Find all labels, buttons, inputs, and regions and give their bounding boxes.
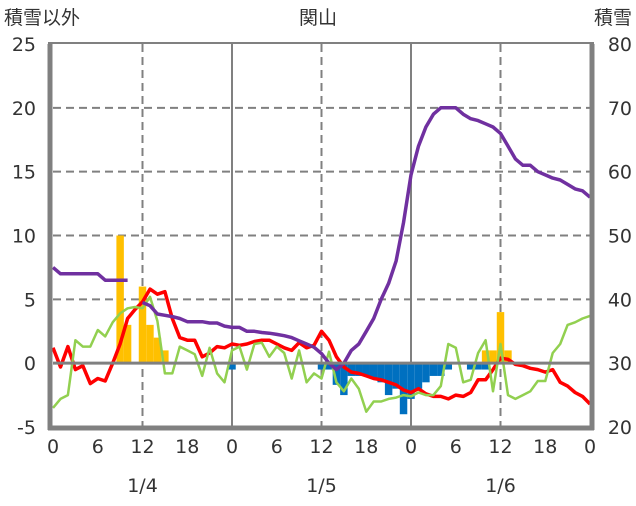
y-right-tick-label: 80: [608, 34, 632, 56]
other-line: [52, 295, 591, 413]
y-right-tick-label: 40: [608, 289, 632, 311]
y-left-tick-label: 10: [12, 226, 36, 248]
snow_decrease-bar: [347, 363, 356, 376]
left-axis-label: 積雪以外: [4, 7, 80, 29]
snowfall-bar: [123, 324, 132, 364]
y-right-tick-label: 50: [608, 226, 632, 248]
x-date-label: 1/6: [485, 475, 516, 497]
y-right-tick-label: 70: [608, 98, 632, 120]
x-tick-label: 6: [450, 436, 462, 458]
x-tick-label: 18: [533, 436, 557, 458]
snow_decrease-bar: [355, 363, 363, 376]
snow_depth-line: [51, 266, 128, 282]
snowfall-bar: [138, 286, 147, 364]
y-right-tick-label: 30: [608, 353, 632, 375]
snow_decrease-bar: [481, 363, 490, 370]
snow_decrease-bar: [325, 363, 333, 370]
snowfall-bar: [153, 337, 162, 364]
y-left-tick-label: 20: [12, 98, 36, 120]
x-tick-label: 18: [175, 436, 199, 458]
snow_decrease-bar: [444, 363, 453, 370]
y-left-tick-label: 15: [12, 162, 36, 184]
x-date-label: 1/4: [127, 475, 158, 497]
x-tick-label: 12: [309, 436, 333, 458]
temperature-line: [51, 287, 592, 406]
snowfall-bar: [504, 350, 512, 364]
snow_decrease-bar: [437, 363, 445, 376]
x-tick-label: 6: [92, 436, 104, 458]
snow_decrease-bar: [340, 363, 348, 396]
snow_decrease-bar: [377, 363, 385, 383]
snow_decrease-bar: [362, 363, 370, 376]
snow_depth-line: [141, 106, 592, 372]
snow_decrease-bar: [429, 363, 438, 376]
x-tick-label: 0: [584, 436, 596, 458]
x-tick-label: 0: [405, 436, 417, 458]
snowfall-bar: [481, 350, 490, 364]
y-left-tick-label: 0: [24, 353, 36, 375]
y-left-tick-label: -5: [17, 417, 36, 439]
x-tick-label: 12: [488, 436, 512, 458]
snowfall-bar: [161, 350, 169, 364]
snow_decrease-bar: [228, 363, 236, 370]
snow_decrease-bar: [384, 363, 393, 396]
snow_decrease-bar: [407, 363, 415, 399]
y-right-tick-label: 20: [608, 417, 632, 439]
snowfall-bar: [496, 312, 505, 364]
snow_decrease-bar: [414, 363, 423, 389]
x-tick-label: 12: [130, 436, 154, 458]
snowfall-bar: [489, 350, 497, 364]
snow_decrease-bar: [392, 363, 400, 389]
snowfall-bar: [116, 235, 124, 364]
y-left-tick-label: 25: [12, 34, 36, 56]
x-tick-label: 6: [271, 436, 283, 458]
snow_decrease-bar: [422, 363, 430, 383]
y-left-tick-label: 5: [24, 289, 36, 311]
snowfall-bar: [146, 324, 154, 364]
x-tick-label: 18: [354, 436, 378, 458]
x-tick-label: 0: [47, 436, 59, 458]
snow_decrease-bar: [466, 363, 475, 370]
snow_decrease-bar: [317, 363, 326, 370]
snow_decrease-bar: [369, 363, 378, 379]
snow_decrease-bar: [474, 363, 482, 370]
right-axis-label: 積雪: [594, 7, 632, 29]
snow_decrease-bar: [332, 363, 341, 385]
x-tick-label: 0: [226, 436, 238, 458]
x-date-label: 1/5: [306, 475, 337, 497]
y-right-tick-label: 60: [608, 162, 632, 184]
chart-title: 関山: [299, 7, 337, 29]
